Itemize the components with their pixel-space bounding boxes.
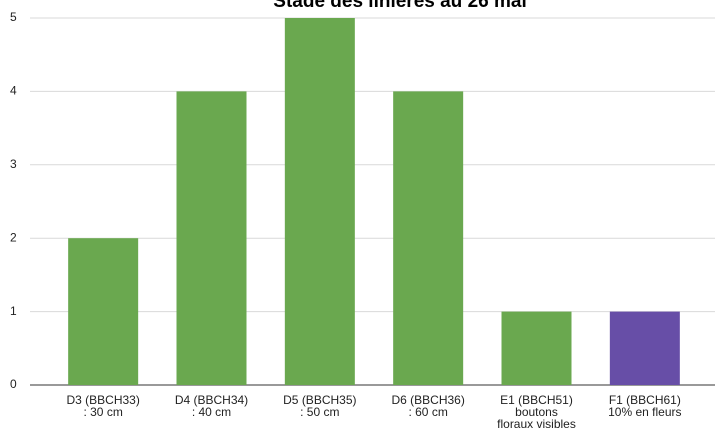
bar (68, 238, 139, 385)
y-tick-label: 3 (10, 157, 17, 171)
y-tick-label: 5 (10, 10, 17, 24)
bar (501, 311, 572, 385)
chart-title: Stade des linières au 26 mai (273, 0, 526, 12)
x-tick-label: D5 (BBCH35) : 50 cm (283, 393, 357, 419)
bar (609, 311, 680, 385)
x-tick-label: F1 (BBCH61) 10% en fleurs (608, 393, 682, 419)
bar (284, 18, 355, 385)
x-tick-label: D4 (BBCH34) : 40 cm (174, 393, 249, 419)
x-tick-label: D6 (BBCH36) : 60 cm (391, 393, 465, 419)
y-tick-label: 2 (10, 230, 17, 244)
bar (176, 91, 247, 386)
x-tick-label: E1 (BBCH51) boutons floraux visibles (497, 393, 576, 431)
y-tick-label: 1 (10, 304, 17, 318)
bar (393, 91, 464, 386)
x-tick-label: D3 (BBCH33) : 30 cm (66, 393, 140, 419)
y-tick-label: 0 (10, 377, 17, 391)
y-tick-label: 4 (10, 84, 17, 98)
